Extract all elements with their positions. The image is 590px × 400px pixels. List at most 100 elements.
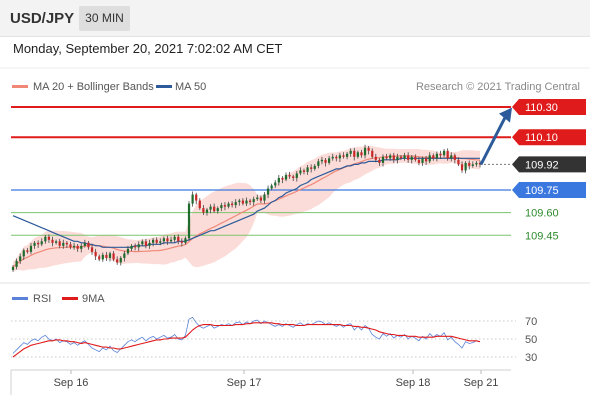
candle-body [266,188,270,195]
candle [299,167,302,176]
rsi-tick-50: 50 [525,334,537,346]
candle-body [47,236,51,240]
candle [166,235,169,245]
bollinger-band [13,145,480,273]
candle [320,156,324,165]
candle [381,154,385,167]
level-tag-shape [512,156,586,173]
candle [360,149,363,158]
level-tag-109-92: 109.92 [512,156,586,173]
ma9-legend-swatch [62,297,78,300]
candle-body [432,155,435,159]
candle-body [220,205,223,209]
candle-body [65,242,68,245]
candle [407,152,410,163]
candle-body [80,245,83,249]
candle [51,236,54,247]
candle [205,207,209,216]
candle [338,152,342,162]
candle-body [353,150,356,157]
candle-body [191,194,194,204]
level-lines [11,106,511,236]
candle [399,155,403,161]
candle-body [428,155,431,162]
candle-body [22,250,25,257]
candle [471,161,474,168]
forecast-arrow-shaft [479,116,507,166]
candle-body [360,152,363,156]
candle-body [216,208,219,212]
candle [439,150,442,159]
candle-body [374,156,377,160]
candle [468,160,471,170]
candle [162,236,165,245]
candle [213,203,216,213]
candle [396,153,399,164]
timeframe-button[interactable]: 30 MIN [79,6,130,31]
x-label: Sep 17 [227,377,262,389]
candle-body [62,242,65,246]
candle [435,151,439,162]
candle [220,202,223,212]
candle [428,152,431,164]
candle-body [76,245,79,249]
candle [292,174,295,181]
candle-body [69,244,72,248]
candle [306,164,309,175]
candle-body [155,239,158,243]
candle-body [453,155,456,160]
rsi-pane: 70 50 30 [11,316,537,364]
candle [245,197,248,207]
candle-body [15,260,18,267]
datetime-label: Monday, September 20, 2021 7:02:02 AM CE… [13,41,283,56]
candle-body [227,203,230,207]
candle [342,152,345,159]
moving-averages [12,155,481,268]
candle [442,148,446,158]
candle-body [166,238,169,242]
candle [421,156,424,166]
candle-body [407,155,410,160]
ma50-line [12,157,480,248]
candle-body [51,239,54,243]
candle [11,265,15,272]
candle-body [231,203,234,206]
candle-body [116,259,119,263]
candle-body [173,236,176,240]
candle-body [403,155,406,159]
candle-body [134,245,137,248]
candle-body [130,245,133,249]
candle [277,174,280,186]
candle [148,239,151,249]
candle-body [94,251,97,257]
candle [116,256,119,265]
rsi-line [12,316,481,354]
level-tag-110-30: 110.30 [512,99,586,116]
candle-body [187,203,191,239]
header-bar: USD/JPY 30 MIN [0,0,590,37]
candle-body [177,236,180,242]
candle-body [457,159,460,165]
candle [177,234,180,245]
candle [173,234,176,243]
candle-body [234,202,237,206]
candle-body [101,254,104,260]
candle-body [151,239,155,243]
candle [44,234,47,244]
candle-body [417,159,421,163]
candle [256,194,259,201]
candle-body [72,245,76,248]
candle-body [83,242,86,246]
candle-body [349,150,352,154]
candle [450,152,453,162]
candle [90,244,94,255]
candle-body [468,162,471,166]
candle [47,234,51,243]
candle [302,168,306,175]
candle [317,158,320,169]
candle [33,241,36,249]
candle-body [338,155,342,159]
candle-body [54,241,58,243]
candle-body [241,200,245,204]
forecast-arrow-head [499,107,512,123]
